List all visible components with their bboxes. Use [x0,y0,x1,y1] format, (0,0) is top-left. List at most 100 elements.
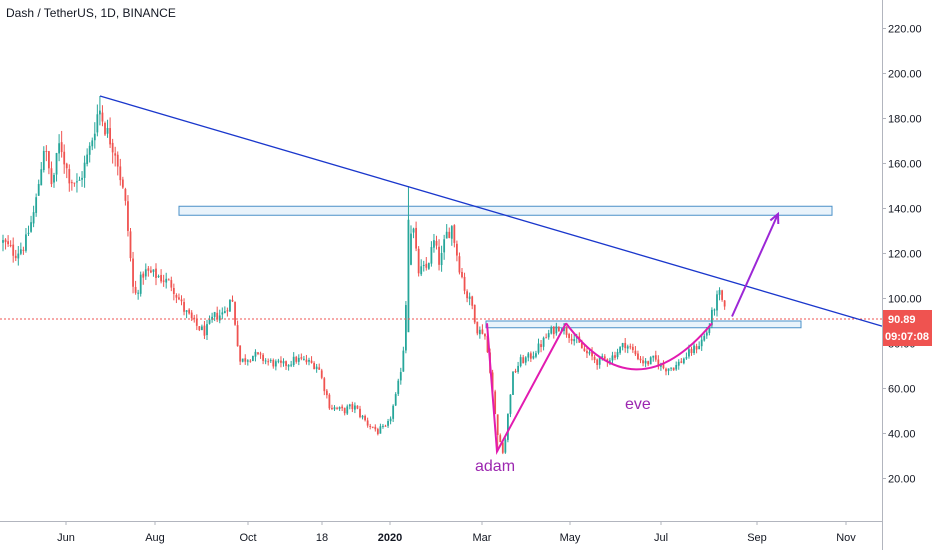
candle-body [456,243,458,256]
candle-body [7,241,9,245]
candle-body [427,263,430,269]
candle-body [83,162,86,178]
candle-body [116,154,119,167]
resistance-zone[interactable] [178,205,833,216]
candle-body [318,367,321,370]
candle-body [703,335,706,341]
candle-body [675,364,678,370]
candle-body [58,143,60,154]
candle-body [274,361,277,367]
neckline-zone[interactable] [485,320,802,329]
candle-body [129,231,132,259]
candle-body [547,333,550,338]
candle-body [685,357,688,359]
candle-body [303,358,305,360]
candle-body [682,358,685,364]
candle-body [514,370,517,373]
candle-body [239,345,242,362]
candle-body [420,266,423,275]
candle-body [341,406,344,409]
candle-body [481,329,484,334]
candle-body [262,354,264,361]
candle-body [152,269,155,272]
candle-body [550,327,553,334]
candle-body [670,367,672,369]
candle-body [305,359,308,363]
candle-body [384,425,387,427]
candle-body [190,312,193,319]
candle-body [183,302,185,312]
price-tag-countdown: 09:07:08 [885,331,929,343]
candle-body [598,356,601,365]
candle-body [68,169,71,184]
y-tick-label: 120.00 [888,249,922,261]
y-tick-label: 100.00 [888,294,922,306]
candle-body [241,358,244,362]
candle-body [267,361,270,363]
y-tick-label: 220.00 [888,24,922,36]
candle-body [308,359,310,362]
y-tick-label: 40.00 [888,429,916,441]
candle-body [201,326,203,331]
candle-body [586,350,588,354]
descending-trendline[interactable] [99,95,883,327]
eve-pattern-curve[interactable] [565,322,713,371]
chart-title: Dash / TetherUS, 1D, BINANCE [6,6,176,20]
candle-body [433,240,435,248]
candle-body [331,407,333,409]
candle-body [70,182,73,184]
candle-body [716,294,718,311]
candle-body [573,339,576,342]
candle-body [611,355,614,361]
candle-body [193,317,196,319]
candle-body [134,286,137,293]
candle-body [96,114,99,133]
projection-arrow-shaft[interactable] [731,213,779,317]
candle-body [718,290,721,295]
candle-body [269,360,272,362]
candle-body [535,353,537,357]
adam-pattern-line[interactable] [486,322,567,455]
candle-body [172,288,175,294]
candle-body [246,360,249,362]
candle-body [522,357,525,364]
candle-body [412,228,415,233]
candle-body [226,310,229,312]
candle-body [624,342,627,349]
candle-body [374,426,377,430]
candle-body [63,151,66,165]
candle-body [346,406,349,414]
x-tick-label: Aug [145,532,165,544]
candle-body [91,140,94,147]
candle-body [677,361,680,366]
candle-body [42,150,45,171]
candle-body [320,370,323,378]
candle-body [300,357,303,359]
candle-body [507,413,509,440]
candle-body [185,310,188,312]
candle-body [642,360,644,364]
candle-body [280,360,282,363]
candle-body [580,343,583,349]
y-tick-label: 200.00 [888,69,922,81]
candle-body [524,357,527,363]
candle-body [667,368,670,371]
candle-body [37,183,40,196]
candle-body [218,315,221,321]
candle-body [387,421,389,426]
candle-body [338,406,341,409]
candle-body [139,274,142,294]
candle-body [323,378,326,392]
candle-body [257,352,259,354]
candle-body [425,263,428,268]
candle-body [297,357,300,362]
adam-label: adam [475,458,515,475]
candle-body [570,338,573,341]
candle-body [626,346,629,349]
candle-body [137,292,140,294]
candle-body [315,366,318,370]
candle-body [50,168,53,185]
candle-body [662,363,665,369]
